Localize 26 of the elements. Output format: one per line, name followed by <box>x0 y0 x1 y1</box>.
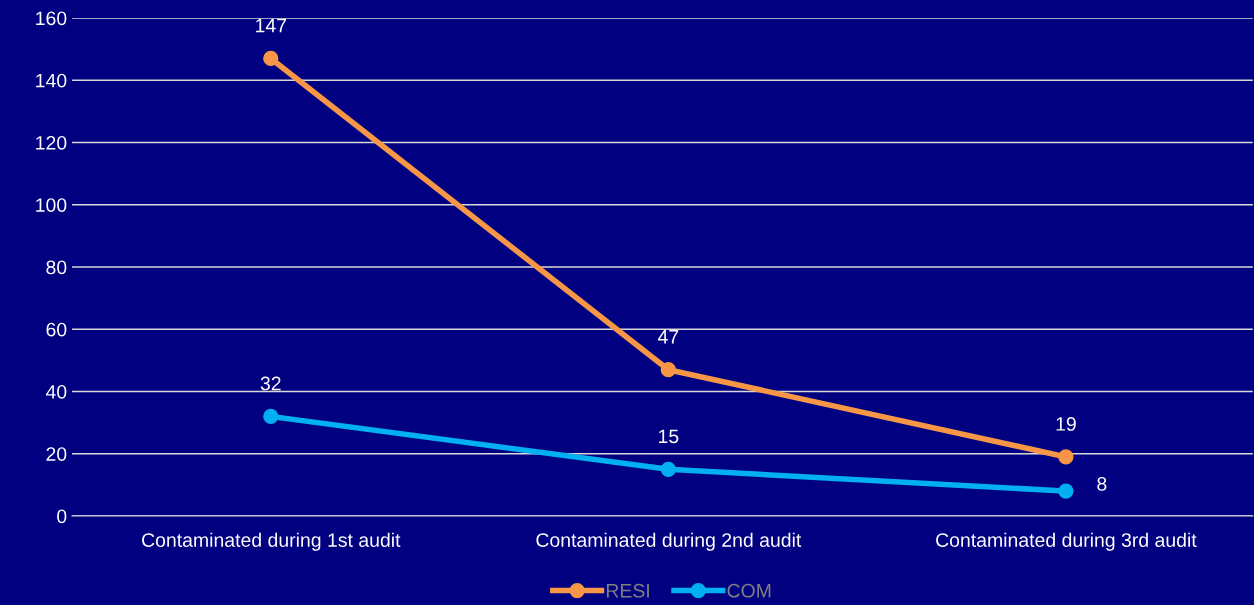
x-tick-label: Contaminated during 1st audit <box>142 532 401 551</box>
y-tick-label: 60 <box>46 322 67 337</box>
data-label: 15 <box>659 429 679 444</box>
y-tick-label: 140 <box>36 73 67 88</box>
legend-label: COM <box>727 583 771 598</box>
point <box>660 461 676 477</box>
point <box>1058 483 1074 499</box>
legend-label: RESI <box>606 583 649 598</box>
point <box>263 408 279 425</box>
y-tick-label: 160 <box>36 11 67 26</box>
y-tick-label: 40 <box>45 384 67 399</box>
data-label: 147 <box>256 18 287 33</box>
data-label: 8 <box>1097 476 1107 491</box>
y-tick-label: 0 <box>57 509 67 524</box>
point <box>660 362 676 378</box>
y-tick-label: 120 <box>36 135 67 150</box>
x-tick-label: Contaminated during 3rd audit <box>936 532 1197 551</box>
y-tick-label: 20 <box>46 447 67 461</box>
data-label: 32 <box>260 376 281 391</box>
point <box>263 50 279 67</box>
y-tick-label: 80 <box>46 260 67 275</box>
y-tick-label: 100 <box>36 198 67 212</box>
data-label: 19 <box>1056 417 1076 431</box>
x-tick-label: Contaminated during 2nd audit <box>536 532 802 551</box>
point <box>1058 449 1074 465</box>
data-label: 47 <box>657 330 679 344</box>
